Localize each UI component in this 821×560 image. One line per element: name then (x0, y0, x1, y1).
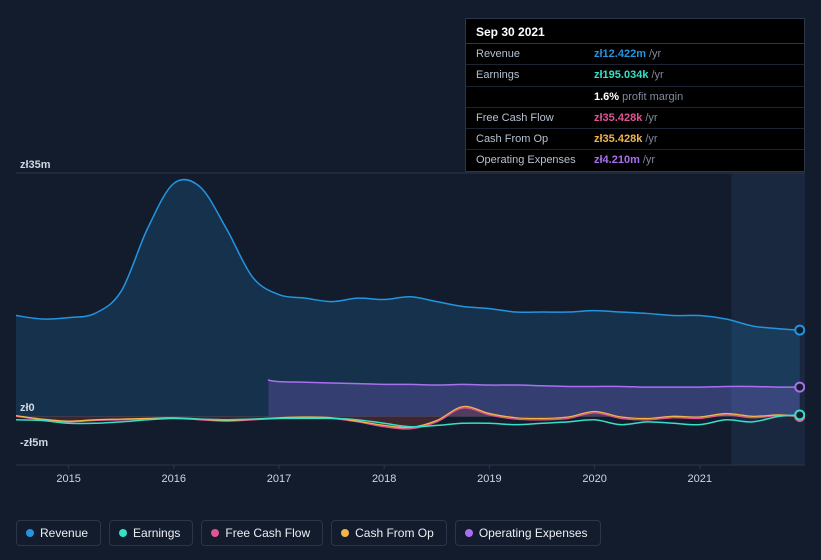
legend-item-opex[interactable]: Operating Expenses (455, 520, 601, 546)
tooltip-row-suffix: /yr (642, 111, 657, 125)
tooltip-row: Earningszł195.034k/yr (466, 65, 804, 86)
y-axis-label: zł0 (20, 402, 35, 414)
tooltip-row-label: Earnings (476, 68, 594, 82)
chart-panel: Sep 30 2021 Revenuezł12.422m/yrEarningsz… (0, 0, 821, 560)
tooltip-row-label: Free Cash Flow (476, 111, 594, 125)
tooltip-row-value: 1.6% (594, 90, 619, 104)
legend-item-label: Free Cash Flow (225, 526, 310, 540)
tooltip-row-suffix: profit margin (619, 90, 683, 104)
tooltip-row: Cash From Opzł35.428k/yr (466, 129, 804, 150)
y-axis-label: zł35m (20, 159, 51, 171)
series-area-revenue (16, 179, 800, 416)
tooltip-row-value: zł35.428k (594, 111, 642, 125)
x-axis-label: 2021 (680, 473, 720, 485)
tooltip-row-value: zł35.428k (594, 132, 642, 146)
x-axis-label: 2016 (154, 473, 194, 485)
x-axis-label: 2018 (364, 473, 404, 485)
chart-svg (16, 163, 805, 498)
legend-item-cashop[interactable]: Cash From Op (331, 520, 447, 546)
tooltip-row-suffix: /yr (646, 47, 661, 61)
tooltip-row: 1.6%profit margin (466, 87, 804, 108)
legend-item-label: Earnings (133, 526, 180, 540)
x-axis-label: 2017 (259, 473, 299, 485)
legend-item-fcf[interactable]: Free Cash Flow (201, 520, 323, 546)
tooltip-row-label: Cash From Op (476, 132, 594, 146)
series-marker-earnings (795, 410, 804, 419)
x-axis-label: 2020 (575, 473, 615, 485)
legend-item-revenue[interactable]: Revenue (16, 520, 101, 546)
series-marker-opex (795, 383, 804, 392)
legend-item-label: Revenue (40, 526, 88, 540)
x-axis-label: 2015 (49, 473, 89, 485)
legend-item-label: Cash From Op (355, 526, 434, 540)
legend-dot-icon (26, 529, 34, 537)
tooltip-row-value: zł195.034k (594, 68, 648, 82)
chart-area: zł35mzł0-zł5m 20152016201720182019202020… (16, 163, 805, 498)
legend-dot-icon (465, 529, 473, 537)
x-axis-label: 2019 (469, 473, 509, 485)
legend-dot-icon (341, 529, 349, 537)
legend-item-label: Operating Expenses (479, 526, 588, 540)
series-marker-revenue (795, 326, 804, 335)
legend-dot-icon (211, 529, 219, 537)
tooltip-row-value: zł12.422m (594, 47, 646, 61)
y-axis-label: -zł5m (20, 437, 48, 449)
tooltip-row: Free Cash Flowzł35.428k/yr (466, 108, 804, 129)
chart-tooltip: Sep 30 2021 Revenuezł12.422m/yrEarningsz… (465, 18, 805, 172)
tooltip-row-label: Revenue (476, 47, 594, 61)
tooltip-row-suffix: /yr (648, 68, 663, 82)
chart-legend: Revenue Earnings Free Cash Flow Cash From O… (16, 520, 601, 546)
tooltip-row-suffix: /yr (642, 132, 657, 146)
legend-item-earnings[interactable]: Earnings (109, 520, 193, 546)
tooltip-row-label (476, 90, 594, 104)
tooltip-date: Sep 30 2021 (466, 19, 804, 44)
legend-dot-icon (119, 529, 127, 537)
tooltip-row: Revenuezł12.422m/yr (466, 44, 804, 65)
